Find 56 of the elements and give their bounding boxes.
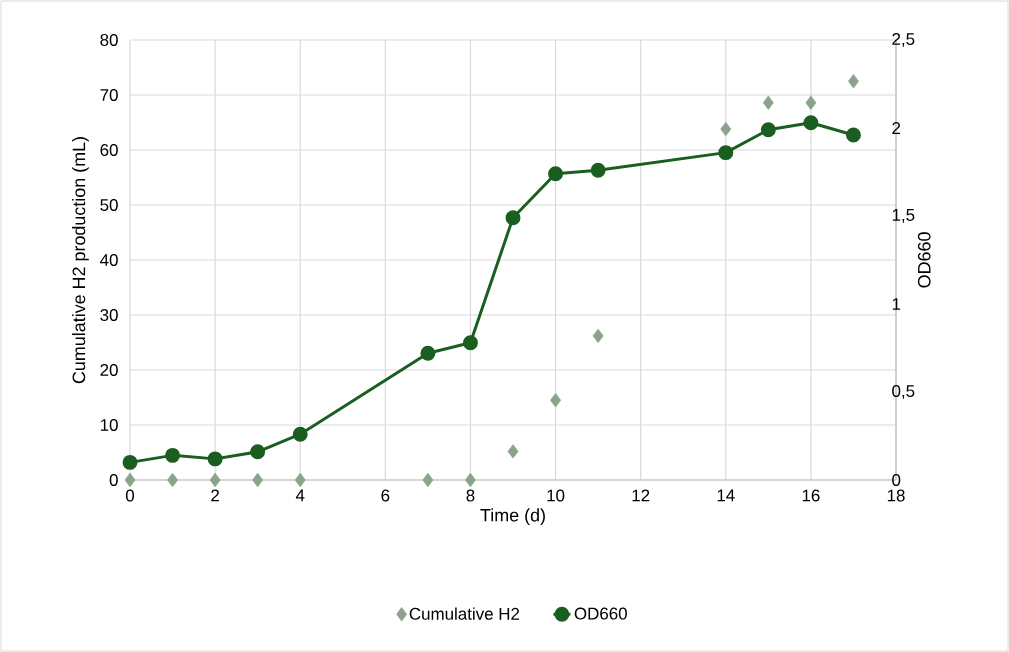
x-tick-label: 6 <box>381 489 390 502</box>
point <box>592 328 604 344</box>
x-axis-title: Time (d) <box>480 508 545 526</box>
point <box>422 472 434 488</box>
y2-tick-label: 1,5 <box>892 209 915 223</box>
point <box>420 345 436 361</box>
point <box>803 115 819 131</box>
y2-tick-label: 2,5 <box>892 33 915 47</box>
y2-tick-label: 1 <box>892 298 901 310</box>
point <box>165 447 181 463</box>
point <box>462 335 478 351</box>
point <box>760 122 776 138</box>
y-tick-label: 30 <box>100 309 118 321</box>
x-tick-label: 18 <box>887 489 905 502</box>
point <box>507 444 519 459</box>
x-tick-label: 10 <box>547 489 565 502</box>
y-tick-label: 70 <box>100 89 118 102</box>
y-tick-label: 40 <box>100 254 118 266</box>
y2-tick-label: 0,5 <box>892 385 915 399</box>
x-tick-label: 12 <box>632 489 650 502</box>
y-axis-title: Cumulative H2 production (mL) <box>72 137 89 384</box>
point <box>548 166 564 182</box>
point <box>848 74 859 89</box>
x-tick-label: 2 <box>211 489 219 502</box>
y-tick-label: 10 <box>100 419 118 431</box>
x-tick-label: 16 <box>802 489 820 502</box>
point <box>209 472 221 488</box>
y2-axis-title: OD660 <box>917 232 931 288</box>
y2-tick-label: 0 <box>892 474 901 486</box>
y2-tick-label: 2 <box>892 122 901 134</box>
point <box>207 451 223 467</box>
point <box>590 162 606 178</box>
y-tick-label: 20 <box>100 364 118 376</box>
legend-label: OD660 <box>574 607 627 620</box>
x-tick-label: 4 <box>295 489 305 502</box>
point <box>294 472 306 488</box>
point <box>292 426 308 442</box>
point <box>762 95 774 110</box>
x-tick-label: 8 <box>466 489 475 502</box>
point <box>845 127 861 143</box>
point <box>122 454 138 470</box>
y-tick-label: 60 <box>100 144 118 156</box>
point <box>720 121 732 137</box>
point <box>250 444 266 460</box>
y-tick-label: 80 <box>100 34 118 47</box>
point <box>718 145 734 161</box>
legend-label: Cumulative H2 <box>409 607 520 620</box>
y-tick-label: 0 <box>109 474 118 486</box>
point <box>124 472 136 488</box>
point <box>505 210 521 226</box>
x-tick-label: 14 <box>717 489 735 502</box>
point <box>550 393 561 408</box>
point <box>805 95 817 110</box>
x-tick-label: 0 <box>125 489 135 502</box>
y-tick-label: 50 <box>100 199 118 211</box>
point <box>252 472 264 488</box>
